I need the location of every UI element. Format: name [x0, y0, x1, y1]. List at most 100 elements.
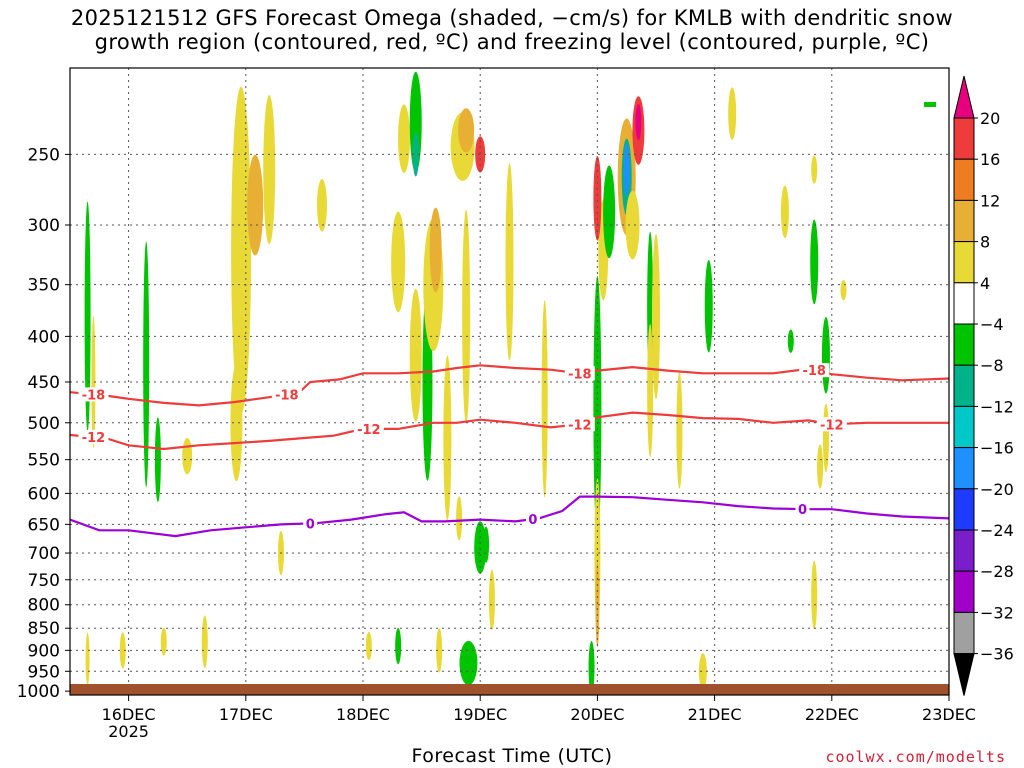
y-axis: 2503003504004505005506006507007508008509…	[17, 145, 70, 702]
omega-patch	[456, 496, 463, 541]
omega-patch	[85, 632, 90, 686]
y-tick-label: 400	[28, 327, 60, 347]
y-tick-label: 350	[28, 276, 60, 296]
colorbar-label: −12	[980, 397, 1014, 416]
y-tick-label: 700	[28, 544, 60, 564]
colorbar-label: 8	[980, 233, 990, 252]
y-tick-label: 450	[28, 373, 60, 393]
contour-label-bg	[795, 502, 810, 517]
omega-patch	[840, 280, 847, 301]
contour-label: 0	[798, 503, 807, 518]
omega-patch	[652, 233, 660, 400]
x-tick-label: 17DEC	[219, 705, 273, 724]
omega-patch	[593, 155, 602, 241]
omega-patch	[817, 444, 824, 489]
colorbar-label: −36	[980, 645, 1014, 664]
omega-patch	[160, 627, 167, 656]
x-tick-label: 23DEC	[922, 705, 976, 724]
colorbar-bottom-arrow	[953, 653, 975, 696]
contours: -18 -18 -18 -18 -12 -12 -12 -12 0 0 0	[69, 363, 950, 538]
omega-patch	[462, 209, 471, 424]
colorbar-label: −24	[980, 521, 1014, 540]
y-tick-label: 250	[28, 145, 60, 165]
colorbar-label: 20	[980, 109, 1000, 128]
omega-patch	[924, 102, 936, 107]
y-tick-label: 750	[28, 571, 60, 591]
colorbar-swatch	[953, 364, 975, 407]
colorbar-swatch	[953, 117, 975, 160]
colorbar-label: −20	[980, 480, 1014, 499]
ground-surface	[70, 684, 949, 695]
y-tick-label: 950	[28, 662, 60, 682]
colorbar-swatch	[953, 405, 975, 449]
contour-label-bg	[78, 387, 109, 402]
omega-patch	[483, 526, 490, 563]
x-tick-year: 2025	[108, 722, 149, 741]
title-line-2: growth region (contoured, red, ºC) and f…	[94, 30, 930, 54]
colorbar-label: −28	[980, 562, 1014, 581]
omega-patch	[728, 87, 737, 140]
omega-patch	[625, 190, 640, 260]
omega-patch	[787, 329, 794, 353]
colorbar-swatch	[953, 158, 975, 201]
colorbar-label: 4	[980, 274, 990, 293]
omega-patch	[698, 653, 707, 690]
x-tick-label: 19DEC	[453, 705, 507, 724]
omega-patch	[182, 438, 193, 475]
contour-label: -12	[820, 418, 844, 433]
colorbar-label: 16	[980, 150, 1000, 169]
omega-patch	[488, 569, 495, 631]
contour-label: -12	[82, 431, 106, 446]
omega-patch	[588, 641, 595, 694]
omega-patch	[395, 627, 402, 665]
omega-patch	[458, 108, 475, 153]
colorbar-swatch	[953, 570, 975, 613]
omega-patch	[603, 165, 616, 259]
contour-label: -12	[357, 423, 381, 438]
contour-label-bg	[525, 512, 540, 527]
colorbar-swatch	[953, 323, 975, 366]
y-tick-label: 550	[28, 451, 60, 471]
omega-patch	[780, 185, 789, 239]
credit-link[interactable]: coolwx.com/modelts	[825, 748, 1006, 766]
title-line-1: 2025121512 GFS Forecast Omega (shaded, −…	[70, 6, 954, 30]
contour-label-bg	[799, 363, 830, 378]
contour-label-bg	[271, 387, 302, 402]
contour-label: 0	[528, 513, 537, 528]
y-tick-label: 850	[28, 619, 60, 639]
contour-line	[69, 495, 950, 538]
contour-label: -12	[568, 418, 592, 433]
omega-patch	[593, 275, 602, 538]
contour-label-bg	[816, 417, 847, 432]
y-tick-label: 650	[28, 515, 60, 535]
omega-patch	[391, 211, 406, 313]
contour-label-bg	[564, 366, 595, 381]
contour-label-bg	[353, 421, 384, 436]
omega-patch	[365, 631, 372, 661]
y-tick-label: 1000	[17, 682, 60, 702]
omega-patch	[443, 355, 452, 521]
y-tick-label: 300	[28, 216, 60, 236]
colorbar: 20 16 12 8 4 −4 −8 −12 −16 −20 −24 −28 −32 −36	[953, 75, 1014, 696]
omega-patch	[595, 562, 600, 648]
contour-label: -18	[82, 388, 106, 403]
omega-patch	[154, 417, 161, 502]
omega-patch	[821, 316, 830, 394]
omega-patch	[398, 104, 411, 173]
omega-patch	[230, 364, 243, 482]
x-tick-label: 21DEC	[688, 705, 742, 724]
colorbar-swatch	[953, 282, 975, 325]
y-tick-label: 500	[28, 414, 60, 434]
colorbar-swatch	[953, 488, 975, 531]
colorbar-swatch	[953, 241, 975, 284]
contour-label: 0	[306, 517, 315, 532]
omega-patch	[91, 315, 96, 449]
x-axis-title: Forecast Time (UTC)	[411, 745, 613, 767]
contour-label-bg	[78, 429, 109, 444]
x-tick-label: 18DEC	[336, 705, 390, 724]
x-tick-label: 20DEC	[570, 705, 624, 724]
omega-patch	[822, 403, 829, 473]
y-tick-label: 600	[28, 484, 60, 504]
y-tick-label: 900	[28, 641, 60, 661]
